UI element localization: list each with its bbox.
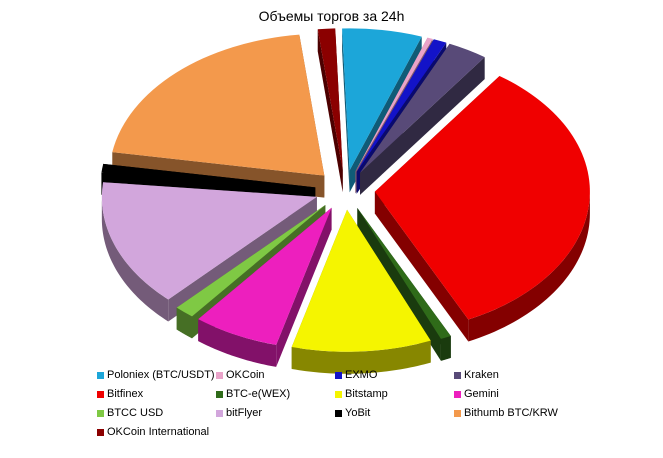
legend-swatch <box>216 372 223 379</box>
legend-label: Poloniex (BTC/USDT) <box>107 369 215 381</box>
legend-label: YoBit <box>345 407 371 419</box>
legend-label: Gemini <box>464 388 499 400</box>
legend-swatch <box>335 410 342 417</box>
legend-label: Bithumb BTC/KRW <box>464 407 558 419</box>
legend-swatch <box>454 391 461 398</box>
legend-label: BTC-e(WEX) <box>226 388 291 400</box>
legend-label: Kraken <box>464 369 499 381</box>
pie-slice-kraken <box>360 43 485 195</box>
chart-title: Объемы торгов за 24h <box>258 8 405 24</box>
pie-slice-gemini <box>198 207 332 367</box>
legend-swatch <box>335 391 342 398</box>
legend-swatch <box>216 410 223 417</box>
legend-label: BTCC USD <box>107 407 164 419</box>
legend-label: OKCoin International <box>107 426 210 438</box>
legend-swatch <box>97 410 104 417</box>
legend-label: EXMO <box>345 369 378 381</box>
pie-slice-btc-e-wex <box>357 208 451 361</box>
legend-swatch <box>97 429 104 436</box>
legend-swatch <box>335 372 342 379</box>
legend-swatch <box>454 410 461 417</box>
legend-label: bitFlyer <box>226 407 263 419</box>
legend-label: Bitfinex <box>107 388 144 400</box>
pie-slice-okcoin-international <box>317 28 343 193</box>
legend-label: OKCoin <box>226 369 265 381</box>
legend-label: Bitstamp <box>345 388 388 400</box>
pie-slice-bitstamp <box>291 209 431 374</box>
pie-slice-bitfinex <box>374 75 590 342</box>
legend-swatch <box>97 391 104 398</box>
legend-swatch <box>97 372 104 379</box>
legend-swatch <box>216 391 223 398</box>
legend-swatch <box>454 372 461 379</box>
